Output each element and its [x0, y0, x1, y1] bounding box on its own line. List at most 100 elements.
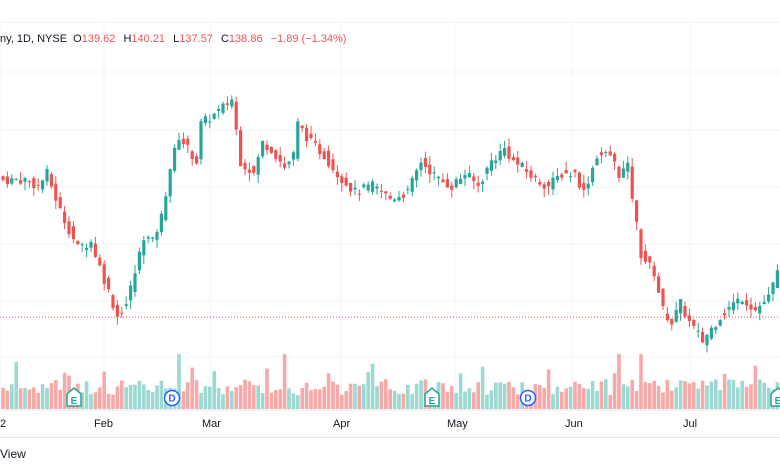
volume-bar — [573, 381, 577, 409]
volume-bar — [348, 383, 353, 409]
candle-body — [683, 306, 687, 317]
candle-body — [1, 176, 5, 180]
candle-body — [648, 256, 652, 263]
time-axis-label: Jun — [565, 418, 583, 430]
candle-body — [349, 182, 353, 192]
volume-bar — [300, 387, 304, 409]
candle-body — [775, 270, 779, 289]
volume-bar — [665, 379, 670, 409]
candle-body — [10, 178, 14, 184]
dividend-marker[interactable]: D — [519, 389, 537, 407]
volume-bar — [296, 394, 300, 409]
volume-bar — [89, 393, 93, 409]
volume-bar — [507, 381, 511, 409]
volume-bar — [441, 383, 445, 409]
volume-bar — [546, 369, 551, 409]
time-axis-label: Jul — [683, 418, 697, 430]
volume-bar — [318, 389, 322, 409]
candle-body — [696, 330, 700, 332]
candle-body — [379, 190, 383, 192]
candle-body — [494, 160, 498, 163]
candle-body — [758, 306, 762, 314]
volume-bar — [502, 383, 507, 409]
candle-body — [269, 146, 273, 153]
candle-body — [621, 168, 625, 178]
candle-body — [551, 177, 555, 190]
candle-body — [186, 138, 190, 145]
candle-body — [199, 121, 203, 160]
candle-body — [344, 177, 348, 186]
volume-bar — [674, 387, 678, 409]
volume-bar — [260, 393, 265, 409]
volume-bar — [494, 382, 498, 409]
candle-body — [107, 277, 111, 290]
candle-body — [54, 183, 58, 201]
candle-body — [371, 181, 375, 192]
candle-body — [164, 196, 168, 220]
earnings-marker[interactable]: E — [424, 387, 440, 407]
earnings-marker[interactable]: E — [66, 387, 82, 407]
candle-body — [459, 178, 463, 184]
candle-body — [507, 146, 511, 159]
volume-bar — [146, 389, 150, 409]
volume-bar — [155, 385, 159, 409]
candle-body — [230, 99, 234, 107]
volume-bar — [124, 387, 128, 409]
volume-bar — [379, 381, 384, 409]
volume-bar — [564, 388, 568, 409]
price-chart[interactable]: E D E D E 2 Feb Mar Apr May Jun Jul — [0, 0, 780, 437]
volume-bar — [243, 379, 247, 409]
volume-bar — [744, 387, 749, 409]
volume-bar — [93, 392, 98, 409]
volume-bar — [49, 383, 54, 409]
volume-bar — [186, 382, 190, 409]
candle-body — [533, 175, 537, 178]
volume-bar — [595, 390, 599, 409]
volume-bar — [551, 394, 555, 409]
volume-bar — [630, 379, 634, 409]
candle-body — [511, 157, 515, 160]
candle-body — [723, 313, 727, 316]
candle-body — [300, 125, 304, 128]
candle-body — [454, 179, 458, 188]
volume-bar — [731, 379, 736, 409]
volume-bar — [617, 354, 621, 409]
candle-body — [573, 169, 577, 173]
candle-body — [692, 319, 696, 326]
candle-body — [296, 121, 300, 159]
volume-bar — [648, 383, 652, 409]
candle-body — [327, 150, 331, 167]
candle-body — [547, 181, 551, 187]
candle-body — [665, 313, 669, 321]
volume-bar — [252, 385, 256, 409]
close-value: 138.86 — [228, 33, 263, 45]
candle-body — [423, 157, 427, 167]
volume-bar — [639, 354, 643, 409]
candle-body — [291, 152, 295, 160]
candle-body — [432, 172, 436, 174]
symbol-label[interactable]: ny, 1D, NYSE — [0, 33, 68, 45]
volume-bar — [313, 388, 318, 409]
candle-body — [467, 173, 471, 178]
candle-body — [397, 196, 401, 201]
candle-body — [613, 153, 617, 162]
close-label: C — [220, 33, 229, 45]
candle-body — [168, 169, 172, 197]
candle-body — [256, 156, 260, 175]
volume-bar — [458, 373, 463, 409]
svg-text:D: D — [168, 394, 175, 405]
candle-body — [67, 221, 71, 235]
candle-body — [340, 176, 344, 184]
volume-bar — [23, 387, 27, 409]
dividend-marker[interactable]: D — [163, 389, 181, 407]
candle-body — [252, 165, 256, 173]
footer-view-label[interactable]: View — [0, 447, 26, 461]
candle-body — [595, 158, 599, 166]
volume-bar — [718, 389, 722, 409]
candle-body — [177, 140, 181, 150]
volume-bar — [454, 393, 458, 409]
candle-body — [731, 302, 735, 311]
earnings-marker[interactable]: E — [770, 387, 780, 407]
volume-bar — [516, 394, 520, 409]
high-label: H — [123, 33, 132, 45]
